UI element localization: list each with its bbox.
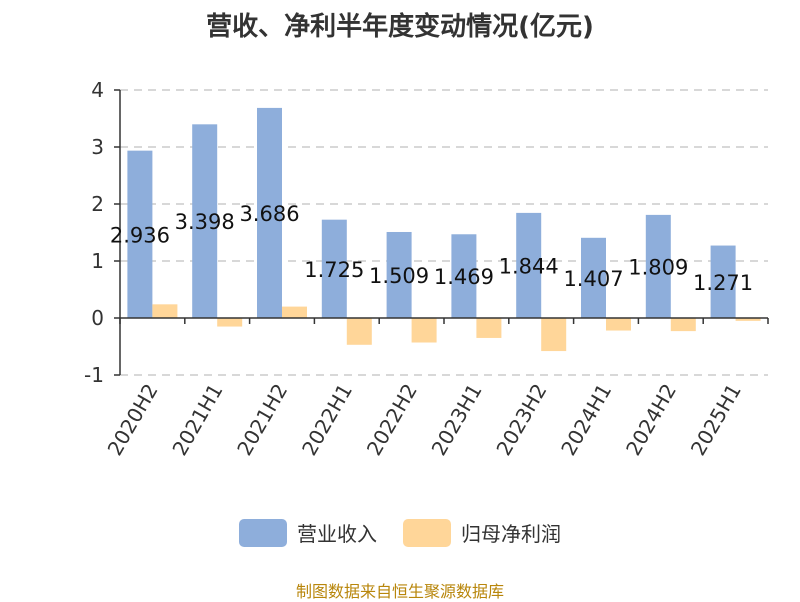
source-note: 制图数据来自恒生聚源数据库	[295, 582, 504, 601]
x-tick-label: 2025H1	[686, 380, 746, 460]
bar-revenue	[451, 234, 477, 318]
x-tick-label: 2023H2	[491, 380, 551, 460]
chart-title: 营收、净利半年度变动情况(亿元)	[206, 12, 594, 42]
data-label-revenue: 1.844	[499, 254, 559, 278]
x-tick-label: 2020H2	[103, 380, 163, 460]
bar-revenue	[645, 214, 671, 318]
bar-revenue	[127, 150, 153, 318]
data-label-revenue: 1.469	[434, 265, 494, 289]
data-label-revenue: 1.407	[563, 267, 623, 291]
x-tick-label: 2021H2	[232, 380, 292, 460]
x-tick-label: 2023H1	[427, 380, 487, 460]
y-tick-label: 2	[91, 192, 104, 216]
x-tick-label: 2021H1	[167, 380, 227, 460]
data-label-revenue: 1.809	[628, 255, 688, 279]
x-tick-label: 2024H2	[621, 380, 681, 460]
y-tick-label: 3	[91, 135, 104, 159]
legend-swatch-revenue	[239, 518, 287, 547]
bar-net-profit	[152, 304, 178, 318]
y-tick-label: -1	[84, 363, 104, 387]
legend-swatch-net-profit	[403, 518, 451, 547]
bar-revenue	[257, 107, 282, 318]
data-label-revenue: 1.271	[693, 271, 753, 295]
bar-revenue	[581, 237, 606, 318]
data-label-revenue: 1.725	[304, 258, 364, 282]
legend-item-net-profit[interactable]: 归母净利润	[403, 518, 561, 547]
y-tick-label: 4	[91, 78, 104, 102]
legend: 营业收入 归母净利润	[0, 518, 800, 547]
bar-revenue	[516, 212, 542, 318]
legend-label-revenue: 营业收入	[297, 522, 377, 546]
bar-net-profit	[606, 318, 631, 331]
y-tick-label: 1	[91, 249, 104, 273]
bar-net-profit	[476, 318, 502, 338]
bar-net-profit	[670, 318, 696, 332]
data-label-revenue: 1.509	[369, 264, 429, 288]
data-label-revenue: 2.936	[110, 223, 170, 247]
bar-net-profit	[541, 318, 567, 352]
bar-revenue	[321, 219, 347, 318]
data-label-revenue: 3.398	[175, 210, 235, 234]
x-tick-label: 2022H2	[362, 380, 422, 460]
bars	[127, 107, 761, 352]
bar-revenue	[386, 231, 412, 318]
bar-net-profit	[217, 318, 243, 327]
x-tick-label: 2022H1	[297, 380, 357, 460]
bar-net-profit	[735, 318, 761, 321]
bar-net-profit	[411, 318, 437, 343]
bar-net-profit	[282, 306, 307, 318]
bar-net-profit	[346, 318, 372, 345]
legend-label-net-profit: 归母净利润	[461, 522, 561, 546]
data-label-revenue: 3.686	[239, 202, 299, 226]
y-tick-label: 0	[91, 306, 104, 330]
bar-revenue	[710, 245, 736, 318]
legend-item-revenue[interactable]: 营业收入	[239, 518, 377, 547]
bar-revenue	[192, 124, 218, 319]
x-tick-label: 2024H1	[556, 380, 616, 460]
